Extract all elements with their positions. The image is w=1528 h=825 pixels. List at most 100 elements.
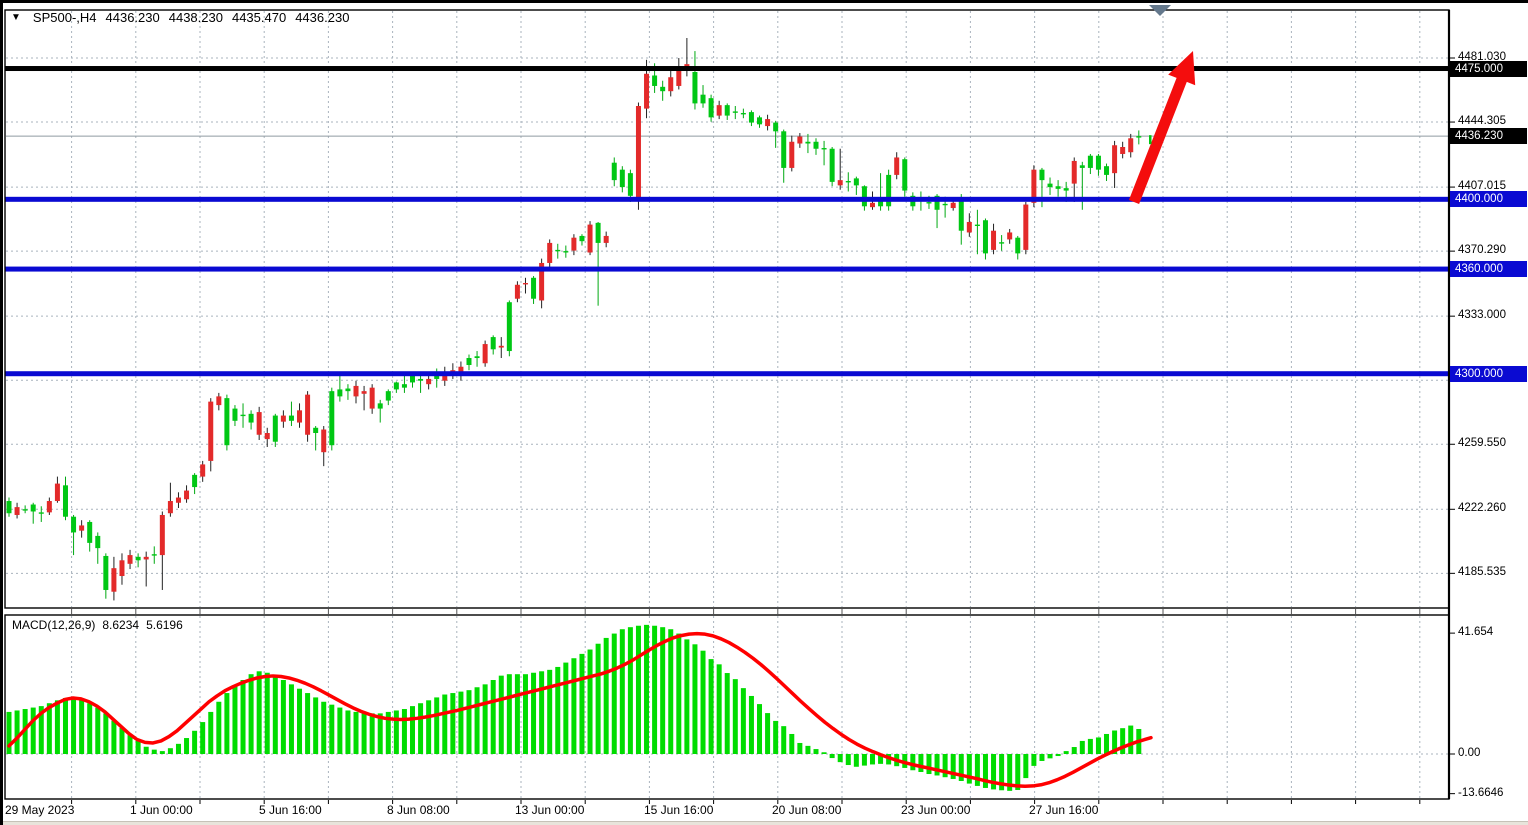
- quote-open: 4436.230: [105, 10, 160, 25]
- candle-body: [611, 162, 617, 181]
- macd-histogram-bar: [62, 697, 68, 754]
- candle-body: [531, 277, 537, 299]
- macd-histogram-bar: [1104, 733, 1110, 754]
- candle-body: [837, 180, 843, 186]
- macd-histogram-bar: [54, 700, 60, 754]
- candle-body: [329, 391, 335, 446]
- macd-histogram-bar: [660, 627, 666, 754]
- candle-body: [595, 222, 601, 243]
- candle-body: [942, 203, 948, 206]
- support-line[interactable]: [5, 266, 1449, 272]
- main-chart-border: [4, 9, 1450, 609]
- candle-body: [184, 490, 190, 500]
- candle-body: [192, 474, 198, 488]
- candle-body: [6, 501, 12, 514]
- macd-histogram-bar: [611, 633, 617, 754]
- macd-histogram-bar: [910, 754, 916, 771]
- candle-body: [345, 388, 351, 392]
- macd-histogram-bar: [692, 644, 698, 754]
- macd-histogram-bar: [700, 650, 706, 754]
- candle-body: [426, 378, 432, 385]
- candle-body: [1063, 188, 1069, 191]
- macd-histogram-bar: [175, 743, 181, 754]
- macd-histogram-bar: [14, 710, 20, 754]
- candle-body: [1071, 160, 1077, 184]
- support-line[interactable]: [5, 371, 1449, 377]
- macd-histogram-bar: [587, 649, 593, 754]
- quote-high: 4438.230: [168, 10, 223, 25]
- macd-histogram-bar: [676, 633, 682, 754]
- macd-histogram-bar: [829, 754, 835, 759]
- candle-body: [1047, 183, 1053, 188]
- candle-body: [418, 378, 424, 381]
- macd-histogram-bar: [506, 674, 512, 754]
- quote-close: 4436.230: [295, 10, 350, 25]
- macd-histogram-bar: [71, 698, 77, 754]
- macd-histogram-bar: [450, 693, 456, 754]
- candle-body: [490, 337, 496, 350]
- candle-body: [571, 237, 577, 251]
- candle-body: [708, 98, 714, 118]
- candle-body: [522, 283, 528, 285]
- macd-histogram-bar: [1087, 738, 1093, 754]
- macd-histogram-bar: [79, 700, 85, 754]
- macd-axis-tick: -13.6646: [1458, 786, 1504, 799]
- time-axis-label: 29 May 2023: [5, 803, 75, 817]
- candle-body: [95, 535, 101, 549]
- candle-body: [1104, 166, 1110, 175]
- macd-histogram-bar: [458, 691, 464, 754]
- price-tick: 4333.000: [1458, 309, 1506, 322]
- macd-histogram-bar: [627, 627, 633, 754]
- candle-body: [1136, 136, 1142, 138]
- macd-histogram-bar: [1055, 754, 1061, 757]
- macd-histogram-bar: [87, 703, 93, 754]
- candle-body: [151, 554, 157, 556]
- candle-body: [1095, 155, 1101, 170]
- chart-shift-marker-icon[interactable]: [1149, 5, 1171, 16]
- macd-histogram-bar: [1128, 725, 1134, 754]
- candle-body: [377, 403, 383, 409]
- macd-histogram-bar: [240, 680, 246, 754]
- macd-histogram-bar: [329, 704, 335, 754]
- macd-histogram-bar: [845, 754, 851, 766]
- macd-histogram-bar: [184, 738, 190, 754]
- candle-body: [482, 344, 488, 364]
- price-tick: 4407.015: [1458, 180, 1506, 193]
- macd-histogram-bar: [603, 637, 609, 754]
- candle-body: [46, 501, 52, 513]
- macd-histogram-bar: [748, 695, 754, 754]
- price-tick: 4444.305: [1458, 115, 1506, 128]
- macd-histogram-bar: [1112, 730, 1118, 754]
- macd-histogram-bar: [926, 754, 932, 775]
- time-axis-label: 20 Jun 08:00: [772, 803, 842, 817]
- macd-histogram-bar: [1071, 747, 1077, 754]
- candle-body: [410, 375, 415, 383]
- candle-body: [926, 202, 932, 204]
- candle-body: [1039, 169, 1045, 181]
- candle-body: [878, 201, 884, 207]
- macd-histogram-bar: [474, 687, 480, 754]
- macd-histogram-bar: [345, 710, 351, 754]
- candle-body: [1007, 232, 1013, 240]
- macd-histogram-bar: [208, 711, 214, 754]
- chart-canvas[interactable]: [3, 3, 1528, 825]
- resistance-line[interactable]: [5, 66, 1449, 72]
- macd-histogram-bar: [46, 703, 52, 754]
- macd-histogram-bar: [401, 709, 407, 754]
- candle-body: [700, 94, 706, 104]
- macd-histogram-bar: [531, 672, 537, 754]
- macd-histogram-bar: [950, 754, 956, 779]
- macd-histogram-bar: [256, 671, 262, 754]
- macd-histogram-bar: [418, 703, 424, 754]
- candle-body: [732, 111, 738, 113]
- macd-histogram-bar: [982, 754, 988, 788]
- candle-body: [861, 186, 867, 207]
- macd-histogram-bar: [853, 754, 859, 767]
- macd-histogram-bar: [111, 720, 117, 754]
- breakout-arrow[interactable]: [1128, 51, 1196, 204]
- candle-body: [547, 242, 553, 263]
- support-line[interactable]: [5, 196, 1449, 202]
- candle-body: [135, 556, 141, 561]
- macd-histogram-bar: [813, 749, 819, 754]
- macd-histogram-bar: [369, 713, 375, 754]
